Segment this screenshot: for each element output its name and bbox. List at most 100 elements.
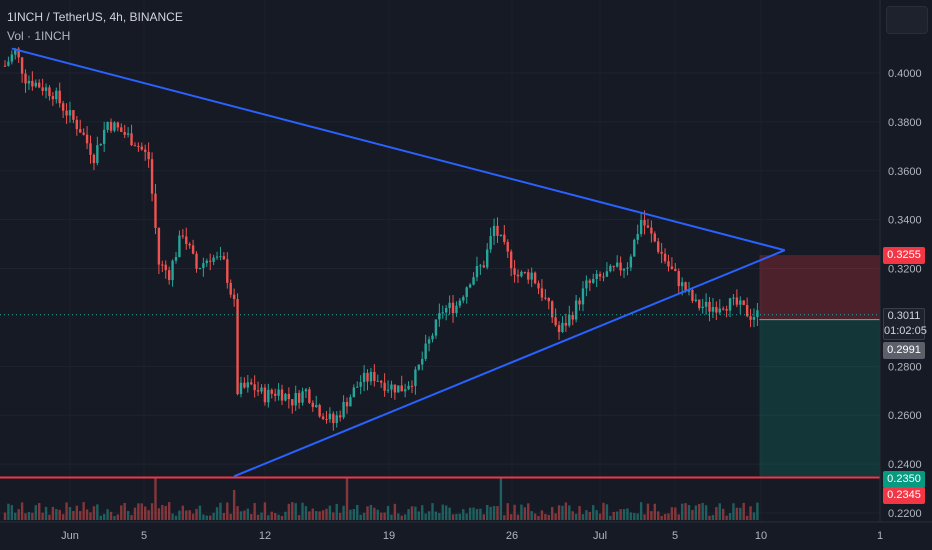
candle-body bbox=[284, 393, 287, 401]
candle-body bbox=[270, 389, 273, 394]
volume-bar bbox=[85, 509, 89, 520]
candle-body bbox=[725, 309, 728, 311]
candle-body bbox=[376, 380, 379, 382]
volume-bar bbox=[540, 510, 544, 520]
candle-body bbox=[51, 96, 55, 100]
candle-body bbox=[7, 61, 10, 66]
candle-body bbox=[202, 263, 205, 268]
candle-body bbox=[174, 257, 178, 261]
time-tick-label: 26 bbox=[506, 530, 518, 542]
candle-body bbox=[215, 256, 219, 258]
volume-bar bbox=[113, 515, 116, 520]
volume-bar bbox=[499, 478, 503, 520]
volume-bar bbox=[304, 506, 308, 520]
volume-legend[interactable]: Vol · 1INCH bbox=[7, 29, 71, 43]
time-tick-label: 12 bbox=[259, 530, 271, 542]
candle-body bbox=[431, 335, 434, 340]
candle-body bbox=[588, 280, 592, 283]
candle-body bbox=[236, 299, 239, 395]
candle-body bbox=[106, 121, 109, 130]
candle-body bbox=[516, 274, 520, 277]
candle-body bbox=[564, 322, 568, 326]
candle-body bbox=[390, 384, 393, 390]
candle-body bbox=[96, 145, 99, 164]
volume-bar bbox=[698, 503, 701, 520]
volume-bar bbox=[667, 513, 670, 520]
volume-bar bbox=[253, 503, 256, 520]
volume-bar bbox=[270, 511, 273, 520]
candle-body bbox=[400, 385, 403, 392]
volume-bar bbox=[715, 507, 718, 520]
candle-body bbox=[109, 121, 113, 131]
candle-body bbox=[756, 310, 759, 318]
volume-bar bbox=[229, 513, 232, 520]
candle-body bbox=[34, 82, 37, 87]
volume-bar bbox=[349, 509, 352, 520]
volume-bar bbox=[154, 478, 157, 520]
volume-bar bbox=[711, 514, 715, 520]
volume-bar bbox=[205, 515, 208, 520]
volume-bar bbox=[342, 505, 345, 520]
candle-body bbox=[191, 245, 195, 254]
candle-body bbox=[465, 287, 468, 297]
volume-bar bbox=[92, 506, 96, 520]
candle-body bbox=[27, 80, 31, 84]
candle-body bbox=[321, 416, 325, 420]
chart-settings-button[interactable] bbox=[886, 6, 928, 34]
candle-body bbox=[509, 251, 513, 269]
volume-bar bbox=[150, 503, 154, 520]
candle-body bbox=[742, 300, 745, 305]
candle-body bbox=[684, 282, 687, 292]
volume-bar bbox=[181, 505, 185, 520]
volume-bar bbox=[126, 510, 130, 520]
volume-bar bbox=[520, 504, 523, 520]
candle-body bbox=[602, 276, 605, 278]
volume-bar bbox=[588, 511, 592, 520]
time-tick-label: 5 bbox=[672, 530, 678, 542]
candle-body bbox=[198, 267, 202, 269]
candle-body bbox=[444, 307, 448, 313]
candle-body bbox=[677, 271, 680, 287]
price-tick-label: 0.2400 bbox=[888, 459, 922, 471]
candle-body bbox=[315, 405, 318, 408]
volume-bar bbox=[434, 511, 438, 520]
volume-bar bbox=[79, 510, 82, 520]
candle-body bbox=[694, 299, 698, 301]
candle-body bbox=[126, 133, 130, 135]
volume-bar bbox=[198, 505, 202, 520]
volume-bar bbox=[687, 504, 691, 520]
volume-bar bbox=[636, 513, 639, 520]
candle-body bbox=[3, 65, 7, 67]
volume-bar bbox=[55, 509, 58, 520]
volume-bar bbox=[626, 508, 629, 520]
drawings bbox=[0, 47, 880, 479]
stop-zone bbox=[759, 319, 880, 477]
candle-body bbox=[663, 253, 667, 262]
candle-body bbox=[222, 256, 226, 260]
candle-body bbox=[380, 380, 383, 383]
candle-body bbox=[735, 297, 739, 305]
price-tick-label: 0.2200 bbox=[888, 508, 922, 520]
candle-body bbox=[427, 339, 431, 344]
volume-bar bbox=[24, 513, 27, 520]
time-tick-label: 19 bbox=[383, 530, 395, 542]
candle-body bbox=[102, 129, 106, 144]
candle-body bbox=[592, 279, 595, 283]
time-tick-label: Jul bbox=[593, 530, 607, 542]
symbol-legend[interactable]: 1INCH / TetherUS, 4h, BINANCE bbox=[7, 10, 183, 24]
volume-bar bbox=[742, 502, 745, 520]
candle-body bbox=[636, 234, 639, 240]
volume-bar bbox=[578, 506, 581, 520]
volume-bar bbox=[185, 510, 188, 520]
volume-bar bbox=[544, 513, 547, 520]
volume-bar bbox=[509, 514, 513, 520]
candle-body bbox=[513, 268, 516, 275]
candle-body bbox=[301, 391, 304, 403]
volume-bar bbox=[390, 514, 393, 520]
candle-body bbox=[17, 48, 20, 58]
volume-bar bbox=[89, 512, 92, 520]
candle-body bbox=[506, 242, 509, 252]
volume-bar bbox=[448, 507, 451, 520]
candle-body bbox=[164, 264, 167, 271]
